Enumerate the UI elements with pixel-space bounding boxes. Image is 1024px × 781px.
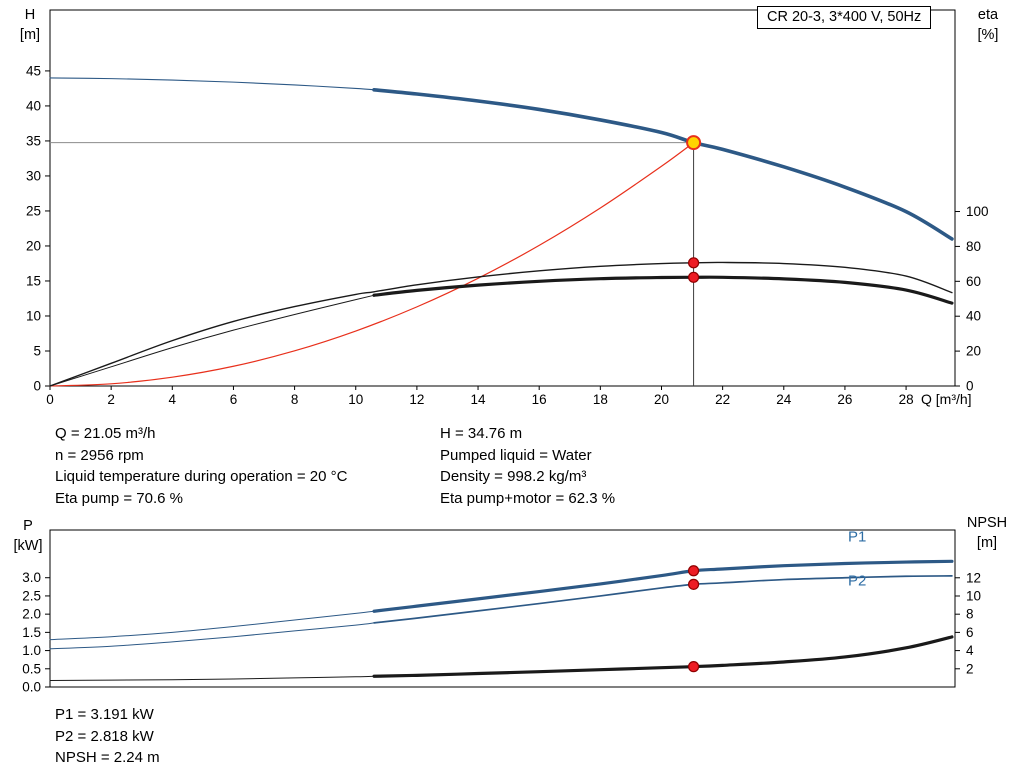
x-axis-tick-label: 28	[899, 392, 914, 407]
left-axis-tick-label: 2.5	[22, 588, 41, 603]
x-axis-tick-label: 26	[837, 392, 852, 407]
x-axis-tick-label: 4	[169, 392, 177, 407]
result-npsh: NPSH = 2.24 m	[55, 749, 160, 767]
right-axis-tick-label: 0	[966, 379, 974, 394]
curve-eta-pump	[49, 261, 953, 387]
p-axis-unit: [kW]	[13, 538, 43, 554]
right-axis-tick-label: 10	[966, 588, 981, 603]
left-axis-tick-label: 30	[26, 168, 41, 183]
left-axis-tick-label: 1.5	[22, 625, 41, 640]
left-axis-tick-label: 10	[26, 308, 41, 323]
left-axis-tick-label: 25	[26, 203, 41, 218]
p2-marker	[687, 578, 700, 590]
duty-results-right-column: H = 34.76 m Pumped liquid = Water Densit…	[440, 423, 615, 510]
left-axis-tick-label: 45	[26, 63, 41, 78]
right-axis-tick-label: 12	[966, 570, 981, 585]
plot-frame	[49, 529, 956, 688]
right-axis-tick-label: 2	[966, 661, 974, 676]
x-axis-tick-label: 24	[776, 392, 792, 407]
eta-pump-marker	[687, 257, 700, 269]
plot-frame	[49, 9, 956, 387]
npsh-axis-unit: [m]	[976, 535, 998, 551]
x-axis-tick-label: 0	[46, 392, 54, 407]
curve-head	[49, 77, 375, 91]
x-axis-tick-label: 22	[715, 392, 730, 407]
left-axis-tick-label: 5	[33, 343, 41, 358]
curve-p2	[49, 622, 375, 650]
curve-p2	[373, 575, 953, 624]
p1-marker	[687, 565, 700, 577]
curve-npsh	[49, 675, 375, 681]
curve-npsh	[372, 635, 954, 678]
result-head: H = 34.76 m	[440, 425, 523, 442]
left-axis-tick-label: 1.0	[22, 643, 41, 658]
curve-eta-pump-motor	[49, 294, 375, 387]
bottom-right-axis-title: NPSH [m]	[956, 513, 1018, 553]
npsh-marker	[687, 661, 700, 673]
curve-p1	[49, 610, 375, 641]
right-axis-tick-label: 8	[966, 607, 974, 622]
npsh-axis-label: NPSH	[966, 515, 1008, 531]
result-p2: P2 = 2.818 kW	[55, 727, 154, 745]
x-axis-tick-label: 16	[532, 392, 547, 407]
right-axis-tick-label: 60	[966, 274, 981, 289]
eta-axis-unit: [%]	[977, 27, 999, 43]
result-p1: P1 = 3.191 kW	[55, 706, 154, 723]
left-axis-tick-label: 35	[26, 133, 41, 148]
curve-eta-pump-motor	[372, 275, 954, 305]
result-liquid-temperature: Liquid temperature during operation = 20…	[55, 468, 348, 486]
right-axis-tick-label: 100	[966, 204, 989, 219]
result-flow: Q = 21.05 m³/h	[55, 425, 156, 442]
x-axis-tick-label: 12	[409, 392, 424, 407]
left-axis-tick-label: 40	[26, 98, 41, 113]
left-axis-tick-label: 15	[26, 273, 41, 288]
result-eta-pump-motor: Eta pump+motor = 62.3 %	[440, 490, 616, 508]
series-label-p2: P2	[848, 573, 866, 590]
power-results-column: P1 = 3.191 kW P2 = 2.818 kW NPSH = 2.24 …	[55, 704, 160, 769]
left-axis-tick-label: 2.0	[22, 607, 41, 622]
x-axis-tick-label: 10	[348, 392, 363, 407]
x-axis-tick-label: 2	[107, 392, 115, 407]
x-axis-title: Q [m³/h]	[921, 391, 972, 407]
duty-results-left-column: Q = 21.05 m³/h n = 2956 rpm Liquid tempe…	[55, 423, 347, 510]
result-pumped-liquid: Pumped liquid = Water	[440, 446, 592, 464]
left-axis-tick-label: 20	[26, 238, 41, 253]
x-axis-tick-label: 8	[291, 392, 299, 407]
h-axis-label: H	[24, 7, 36, 23]
top-right-axis-title: eta [%]	[966, 5, 1010, 45]
result-eta-pump: Eta pump = 70.6 %	[55, 490, 183, 508]
duty-point-marker[interactable]	[686, 135, 702, 151]
pump-title-box: CR 20-3, 3*400 V, 50Hz	[757, 6, 932, 29]
eta-axis-label: eta	[977, 7, 999, 23]
right-axis-tick-label: 80	[966, 239, 981, 254]
x-axis-tick-label: 6	[230, 392, 238, 407]
x-axis-tick-label: 18	[593, 392, 608, 407]
left-axis-tick-label: 0.5	[22, 661, 41, 676]
h-axis-unit: [m]	[19, 27, 41, 43]
series-label-p1: P1	[848, 528, 866, 545]
curve-head	[372, 88, 954, 241]
top-left-axis-title: H [m]	[10, 5, 50, 45]
bottom-left-axis-title: P [kW]	[6, 516, 50, 556]
eta-pump-motor-marker	[687, 271, 700, 283]
x-axis-tick-label: 20	[654, 392, 669, 407]
result-speed: n = 2956 rpm	[55, 446, 144, 464]
left-axis-tick-label: 0.0	[22, 680, 41, 695]
curve-system-curve	[49, 142, 695, 387]
curve-p1	[372, 559, 954, 613]
x-axis-tick-label: 14	[471, 392, 487, 407]
left-axis-tick-label: 3.0	[22, 570, 41, 585]
right-axis-tick-label: 20	[966, 344, 981, 359]
result-density: Density = 998.2 kg/m³	[440, 468, 587, 486]
p-axis-label: P	[23, 518, 33, 534]
right-axis-tick-label: 6	[966, 625, 974, 640]
right-axis-tick-label: 4	[966, 643, 974, 658]
right-axis-tick-label: 40	[966, 309, 981, 324]
left-axis-tick-label: 0	[33, 379, 41, 394]
